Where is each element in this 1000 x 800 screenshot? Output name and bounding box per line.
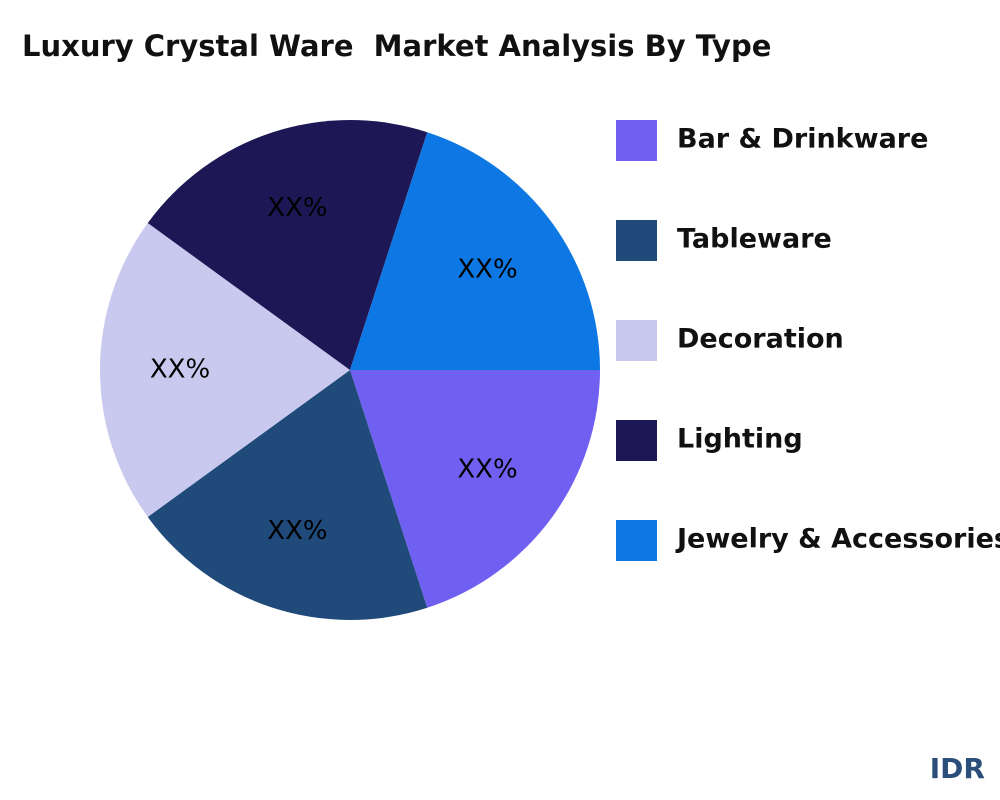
- legend-label: Tableware: [677, 224, 832, 255]
- legend-label: Lighting: [677, 424, 803, 455]
- legend-swatch: [616, 220, 657, 261]
- legend-label: Decoration: [677, 324, 844, 355]
- legend-swatch: [616, 420, 657, 461]
- legend-label: Bar & Drinkware: [677, 124, 928, 155]
- pie-slice: [100, 223, 350, 517]
- slice-label: XX%: [150, 355, 210, 385]
- slice-label: XX%: [267, 516, 327, 546]
- pie-slice: [350, 132, 600, 370]
- pie-slice: [147, 370, 428, 620]
- slice-label: XX%: [457, 255, 517, 285]
- chart-title: Luxury Crystal Ware Market Analysis By T…: [22, 29, 771, 63]
- legend-swatch: [616, 520, 657, 561]
- slice-label: XX%: [457, 454, 517, 484]
- legend-swatch: [616, 320, 657, 361]
- slice-label: XX%: [267, 193, 327, 223]
- pie-slice: [147, 120, 428, 370]
- legend-swatch: [616, 120, 657, 161]
- pie-slice: [350, 370, 600, 608]
- legend-label: Jewelry & Accessories: [675, 524, 1000, 555]
- logo: IDR: [930, 752, 985, 785]
